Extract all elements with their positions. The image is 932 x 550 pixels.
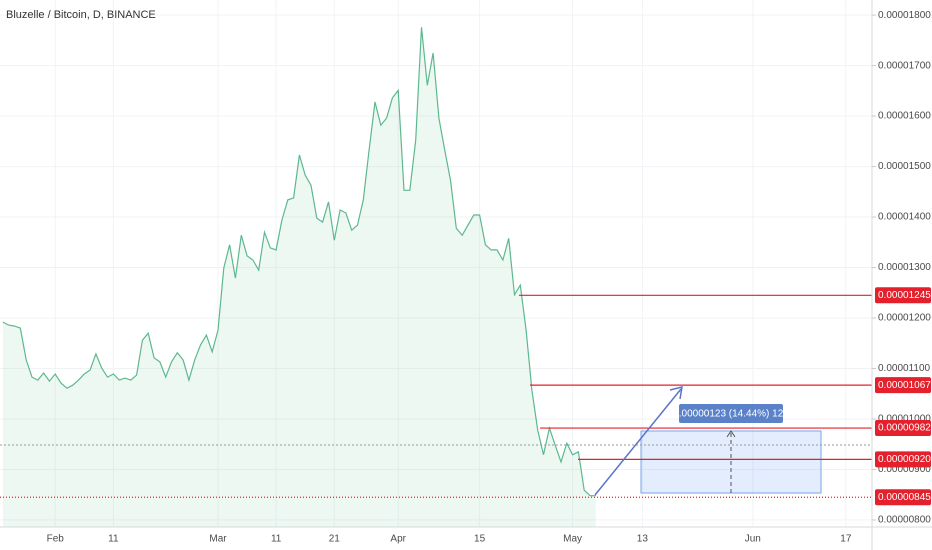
y-tick-label: 0.00001200	[878, 313, 931, 324]
y-tick-label: 0.00001000	[878, 414, 931, 425]
level-label: 0.00000920	[878, 454, 931, 465]
trend-arrow-head	[669, 385, 683, 400]
x-tick-label: Feb	[47, 534, 65, 545]
level-label: 0.00000845	[878, 492, 931, 503]
level-label-bg	[875, 287, 931, 304]
x-tick-label: 11	[108, 534, 119, 545]
x-tick-label: 21	[329, 534, 341, 545]
x-tick-label: May	[563, 534, 582, 545]
x-tick-label: 11	[271, 534, 282, 545]
y-tick-label: 0.00001700	[878, 60, 931, 71]
grid	[0, 0, 872, 527]
trend-arrow	[594, 388, 682, 496]
x-tick-label: 15	[474, 534, 486, 545]
x-tick-label: 17	[840, 534, 852, 545]
chart-title: Bluzelle / Bitcoin, D, BINANCE	[6, 9, 156, 21]
y-tick-label: 0.00001500	[878, 161, 931, 172]
level-label-bg	[875, 489, 931, 506]
x-tick-label: Mar	[209, 534, 227, 545]
y-tick-label: 0.00000800	[878, 515, 931, 526]
level-label: 0.00001067	[878, 380, 931, 391]
plot	[0, 27, 872, 528]
measure-label-bg	[679, 404, 783, 423]
axes: 0.00000800 0.00000900 0.00001000 0.00001100…	[47, 10, 932, 545]
y-tick-label: 0.00001600	[878, 111, 931, 122]
y-tick-label: 0.00001100	[878, 363, 931, 374]
y-tick-label: 0.00001300	[878, 262, 931, 273]
y-tick-label: 0.00001800	[878, 10, 931, 21]
level-label-bg	[875, 420, 931, 437]
level-label-bg	[875, 377, 931, 394]
area	[2, 27, 596, 528]
level-label: 0.00000982	[878, 423, 931, 434]
y-tick-label: 0.00001400	[878, 212, 931, 223]
measure-label: 0.00000123 (14.44%) 123	[673, 409, 789, 420]
line	[2, 27, 596, 497]
measure-arrow-head	[726, 430, 736, 438]
y-tick-label: 0.00000900	[878, 464, 931, 475]
level-label-bg	[875, 451, 931, 468]
x-tick-label: Apr	[390, 534, 406, 545]
level-label: 0.00001245	[878, 290, 931, 301]
x-tick-label: 13	[637, 534, 649, 545]
x-tick-label: Jun	[745, 534, 761, 545]
